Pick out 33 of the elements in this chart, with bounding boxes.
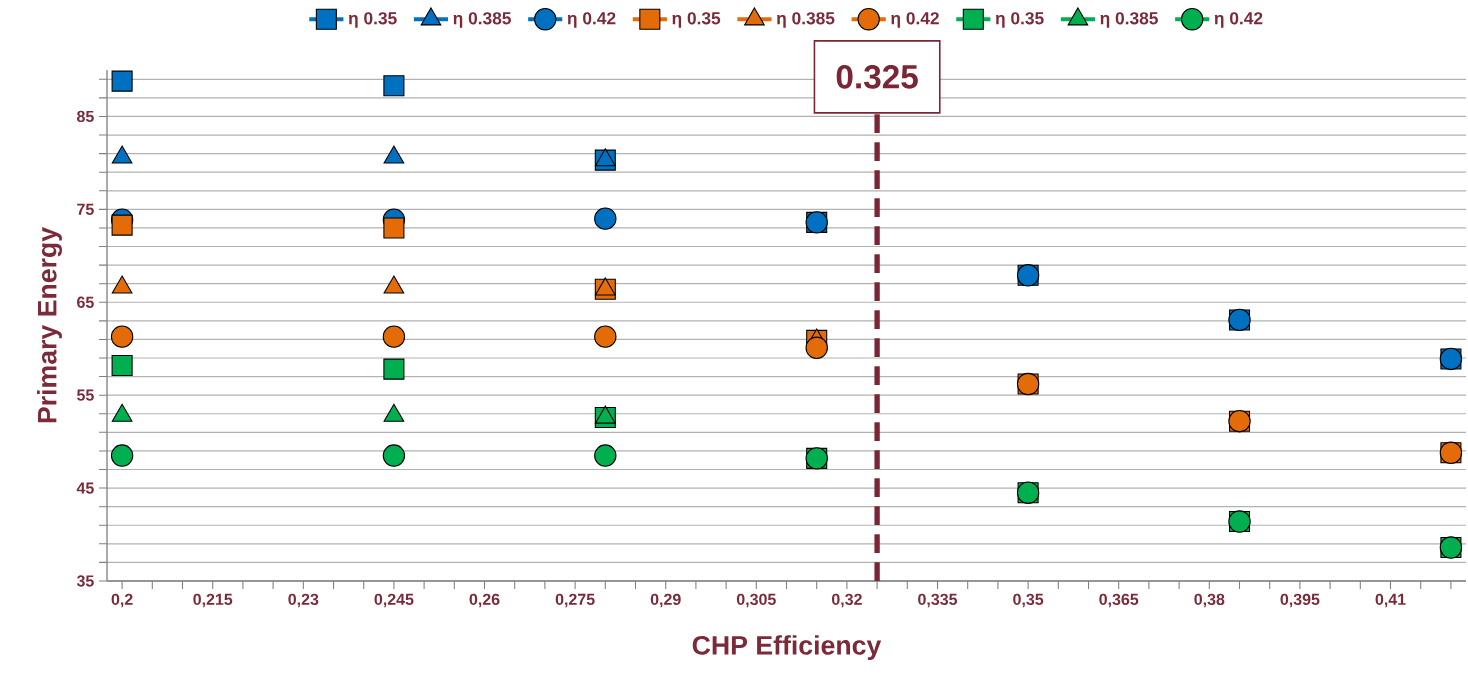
y-tick-label: 85: [77, 110, 94, 123]
legend-label: η 0.385: [1100, 12, 1158, 28]
x-tick-label: 0,365: [1099, 593, 1139, 608]
y-tick-label: 55: [77, 389, 94, 401]
x-tick-label: 0,275: [555, 593, 595, 608]
x-tick-label: 0,29: [650, 593, 681, 608]
y-tick-label: 45: [76, 482, 94, 494]
y-tick-label: 75: [77, 203, 94, 215]
legend-label: η 0.42: [567, 12, 616, 28]
x-tick-label: 0,215: [193, 593, 233, 608]
y-tick-label: 35: [76, 575, 94, 587]
legend-label: η 0.35: [348, 12, 397, 28]
x-tick-label: 0,335: [918, 593, 958, 608]
legend-label: η 0.42: [1214, 12, 1263, 28]
legend-label: η 0.385: [777, 12, 835, 28]
x-axis-title: CHP Efficiency: [692, 635, 882, 661]
x-tick-label: 0,305: [736, 593, 776, 608]
x-tick-label: 0,23: [288, 593, 319, 608]
y-axis-title: Primary Energy: [37, 227, 63, 423]
x-tick-label: 0,35: [1013, 593, 1044, 608]
x-tick-label: 0,41: [1375, 593, 1406, 608]
y-tick-label: 65: [77, 296, 94, 308]
x-tick-label: 0,2: [111, 593, 133, 608]
x-tick-label: 0,26: [469, 593, 500, 608]
x-tick-label: 0,32: [831, 593, 862, 608]
x-tick-label: 0,38: [1194, 593, 1225, 608]
legend-label: η 0.35: [672, 12, 721, 28]
legend-label: η 0.42: [891, 12, 939, 28]
legend-label: η 0.35: [995, 12, 1044, 28]
x-tick-label: 0,395: [1280, 593, 1320, 608]
ref-line-label: 0.325: [836, 65, 918, 89]
legend-label: η 0.385: [453, 12, 511, 28]
x-tick-label: 0,245: [374, 593, 414, 608]
